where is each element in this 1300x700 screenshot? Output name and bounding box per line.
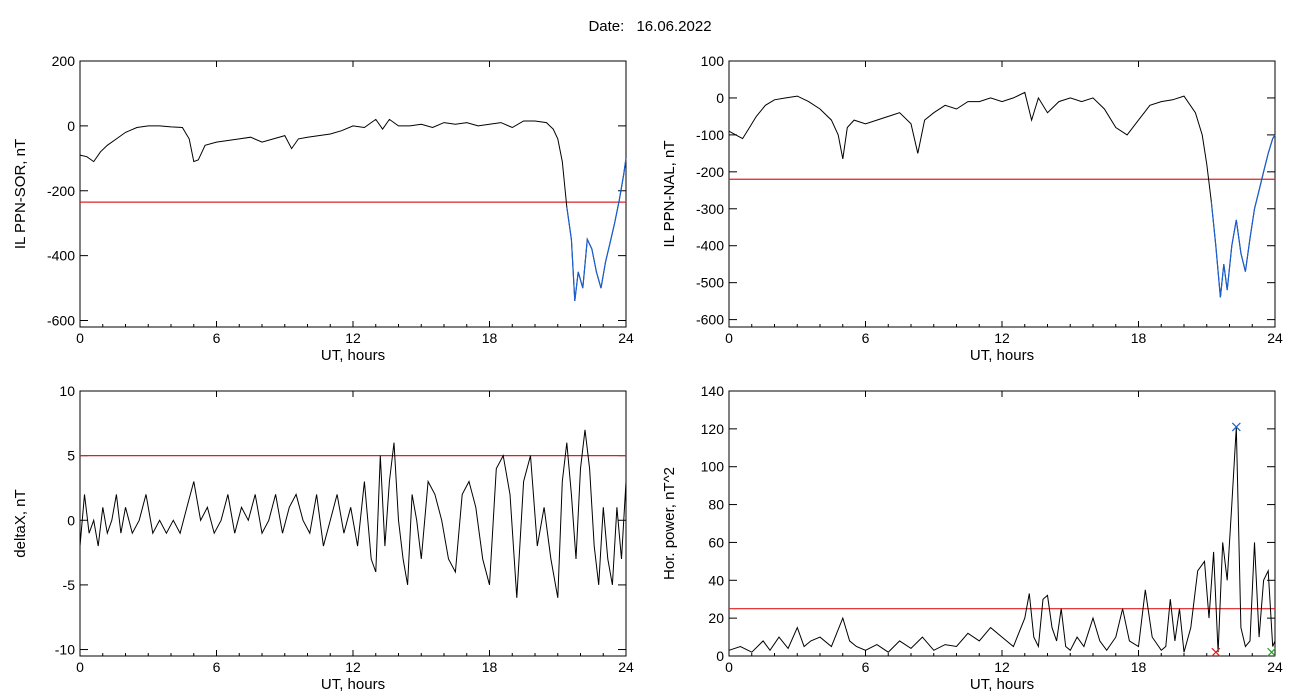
- y-tick-label: -300: [696, 201, 724, 217]
- cross-marker-stroke: [1211, 647, 1221, 657]
- y-tick-label: 40: [708, 572, 724, 588]
- x-tick-label: 18: [1131, 659, 1147, 675]
- series-line: [79, 118, 627, 302]
- x-tick-label: 0: [725, 330, 733, 346]
- y-axis-label: deltaX, nT: [12, 489, 29, 557]
- series-line: [79, 429, 627, 598]
- x-tick-label: 18: [482, 330, 498, 346]
- y-tick-label: 0: [716, 648, 724, 664]
- y-tick-label: 140: [701, 383, 725, 399]
- y-tick-label: 120: [701, 421, 725, 437]
- series-line: [728, 91, 1276, 298]
- y-tick-label: 0: [67, 118, 75, 134]
- x-tick-label: 0: [76, 330, 84, 346]
- y-tick-label: 200: [52, 53, 76, 69]
- x-tick-label: 24: [618, 330, 634, 346]
- x-tick-label: 12: [345, 330, 361, 346]
- series-line: [728, 426, 1276, 653]
- y-tick-label: 100: [701, 53, 725, 69]
- cross-marker-stroke: [1267, 647, 1277, 657]
- date-label: Date:: [588, 18, 625, 35]
- y-tick-label: 20: [708, 610, 724, 626]
- plot-frame: [728, 390, 1276, 657]
- series-highlight-line: [1210, 134, 1276, 298]
- cross-marker: [1231, 422, 1241, 432]
- plot-frame: [79, 390, 627, 657]
- x-axis-label: UT, hours: [321, 676, 385, 693]
- y-tick-label: -10: [55, 642, 75, 658]
- x-tick-label: 6: [862, 659, 870, 675]
- y-tick-label: -600: [696, 312, 724, 328]
- y-tick-label: 60: [708, 534, 724, 550]
- y-tick-label: -100: [696, 127, 724, 143]
- x-tick-label: 0: [725, 659, 733, 675]
- y-tick-label: 10: [59, 383, 75, 399]
- cross-marker-stroke: [1231, 422, 1241, 432]
- plot-frame: [79, 60, 627, 328]
- x-tick-label: 24: [618, 659, 634, 675]
- x-tick-label: 24: [1267, 330, 1283, 346]
- date-value: 16.06.2022: [636, 18, 712, 35]
- x-tick-label: 24: [1267, 659, 1283, 675]
- x-axis-label: UT, hours: [970, 347, 1034, 364]
- chart-panel-4: 0 6 12 18 24 0 20 40 60 80 100 120 140 UT, hours Hor. …: [661, 383, 1283, 693]
- x-tick-label: 6: [862, 330, 870, 346]
- y-tick-label: 0: [716, 90, 724, 106]
- y-axis-label: Hor. power, nT^2: [661, 467, 678, 580]
- x-tick-label: 12: [994, 659, 1010, 675]
- y-axis-label: IL PPN-SOR, nT: [12, 139, 29, 249]
- y-axis-label: IL PPN-NAL, nT: [661, 141, 678, 248]
- y-tick-label: 0: [67, 512, 75, 528]
- cross-marker: [1211, 647, 1221, 657]
- x-tick-label: 12: [345, 659, 361, 675]
- y-tick-label: -5: [63, 577, 76, 593]
- x-axis-label: UT, hours: [321, 347, 385, 364]
- y-tick-label: -600: [47, 313, 75, 329]
- y-tick-label: -500: [696, 275, 724, 291]
- x-tick-label: 6: [213, 330, 221, 346]
- x-tick-label: 0: [76, 659, 84, 675]
- y-tick-label: 5: [67, 448, 75, 464]
- date-title: Date: 16.06.2022: [0, 18, 1300, 35]
- y-tick-label: 100: [701, 459, 725, 475]
- y-tick-label: -200: [696, 164, 724, 180]
- cross-marker: [1267, 647, 1277, 657]
- x-tick-label: 18: [482, 659, 498, 675]
- x-axis-label: UT, hours: [970, 676, 1034, 693]
- chart-panel-1: 0 6 12 18 24 -600 -400 -200 0 200 UT, hours IL PPN-…: [12, 53, 634, 364]
- y-tick-label: -400: [696, 238, 724, 254]
- x-tick-label: 12: [994, 330, 1010, 346]
- chart-panel-3: 0 6 12 18 24 -10 -5 0 5 10 UT, hours deltaX, nT: [12, 383, 634, 693]
- y-tick-label: -200: [47, 183, 75, 199]
- y-tick-label: -400: [47, 248, 75, 264]
- y-tick-label: 80: [708, 497, 724, 513]
- chart-panel-2: 0 6 12 18 24 -600 -500 -400 -300 -200 -100 0 100 UT, …: [661, 53, 1283, 364]
- x-tick-label: 18: [1131, 330, 1147, 346]
- x-tick-label: 6: [213, 659, 221, 675]
- series-highlight-line: [566, 158, 627, 302]
- plot-frame: [728, 60, 1276, 328]
